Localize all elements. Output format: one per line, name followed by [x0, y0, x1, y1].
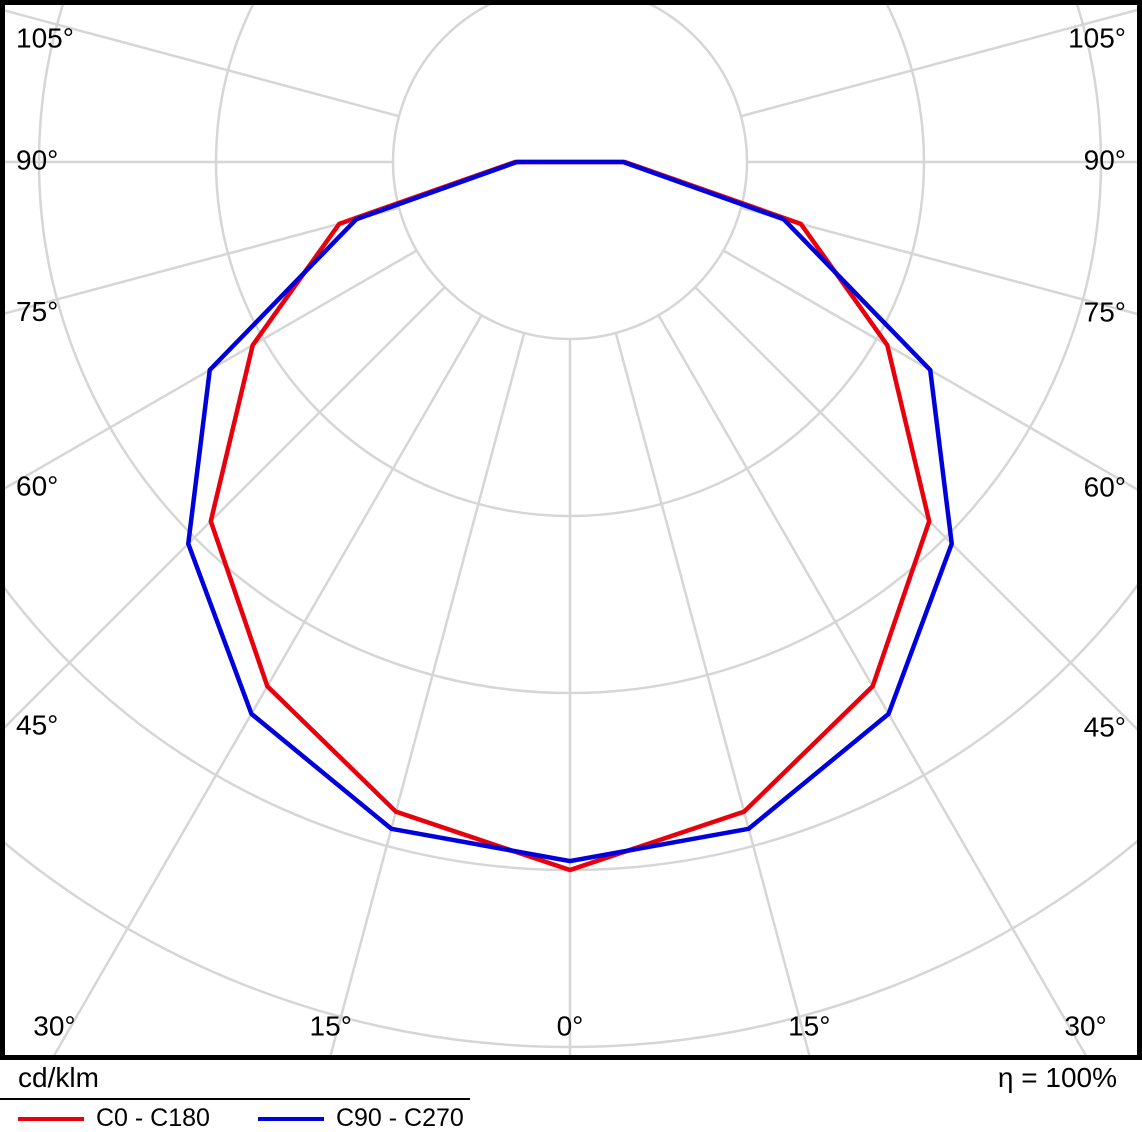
- angle-tick-label: 30°: [1064, 1010, 1106, 1041]
- legend-swatch-c90-c270-icon: [257, 1116, 324, 1121]
- grid-radial-line: [740, 8, 1137, 118]
- legend-label-c0-c180: C0 - C180: [96, 1104, 210, 1132]
- angle-tick-label: 90°: [16, 144, 58, 175]
- curve-c0-c180: [208, 159, 932, 873]
- grid-radial-line: [5, 9, 400, 118]
- grid-radial-line: [52, 314, 483, 1055]
- angle-tick-label: 45°: [1084, 711, 1126, 742]
- curve-c90-c270: [185, 159, 955, 864]
- grid-radial-line: [5, 286, 446, 729]
- grid-radial-line: [5, 249, 418, 490]
- grid-radial-line: [657, 314, 1088, 1055]
- angle-tick-label: 105°: [1068, 22, 1126, 53]
- grid-radial-line: [614, 332, 811, 1055]
- units-label: cd/klm: [18, 1062, 99, 1093]
- angle-tick-label: 75°: [1084, 296, 1126, 327]
- angle-tick-label: 105°: [16, 22, 74, 53]
- grid-radial-line: [740, 206, 1137, 316]
- legend-swatch-c0-c180-icon: [18, 1116, 84, 1121]
- angle-tick-label: 0°: [557, 1010, 584, 1041]
- angle-tick-label: 90°: [1084, 144, 1126, 175]
- angle-tick-label: 60°: [16, 471, 58, 502]
- grid-radial-line: [5, 206, 400, 315]
- plot-border: [0, 0, 1142, 1060]
- grid-radial-line: [722, 249, 1137, 491]
- grid-radial-line: [694, 286, 1137, 731]
- angle-tick-label: 60°: [1084, 472, 1126, 503]
- legend-item-c90-c270: C90 - C270: [257, 1104, 464, 1132]
- chart-footer: cd/klm η = 100% C0 - C180 C90 - C270: [0, 1060, 1142, 1132]
- grid-radial-line: [329, 332, 526, 1055]
- efficiency-label: η = 100%: [997, 1062, 1117, 1093]
- angle-tick-label: 15°: [310, 1010, 352, 1041]
- legend-item-c0-c180: C0 - C180: [18, 1104, 210, 1132]
- legend-label-c90-c270: C90 - C270: [335, 1104, 464, 1132]
- angle-tick-label: 45°: [16, 709, 58, 740]
- angle-tick-label: 15°: [788, 1010, 830, 1041]
- polar-chart: 0° 15° 15° 30° 30° 45° 45° 60° 60° 75° 75° 90° 90° 10…: [0, 0, 1142, 1060]
- angle-tick-label: 30°: [33, 1010, 75, 1041]
- legend: C0 - C180 C90 - C270: [18, 1104, 512, 1132]
- angle-tick-label: 75°: [16, 296, 58, 327]
- footer-divider: [0, 1098, 470, 1100]
- polar-grid-and-curves: 0° 15° 15° 30° 30° 45° 45° 60° 60° 75° 75° 90° 90° 10…: [0, 0, 1142, 1060]
